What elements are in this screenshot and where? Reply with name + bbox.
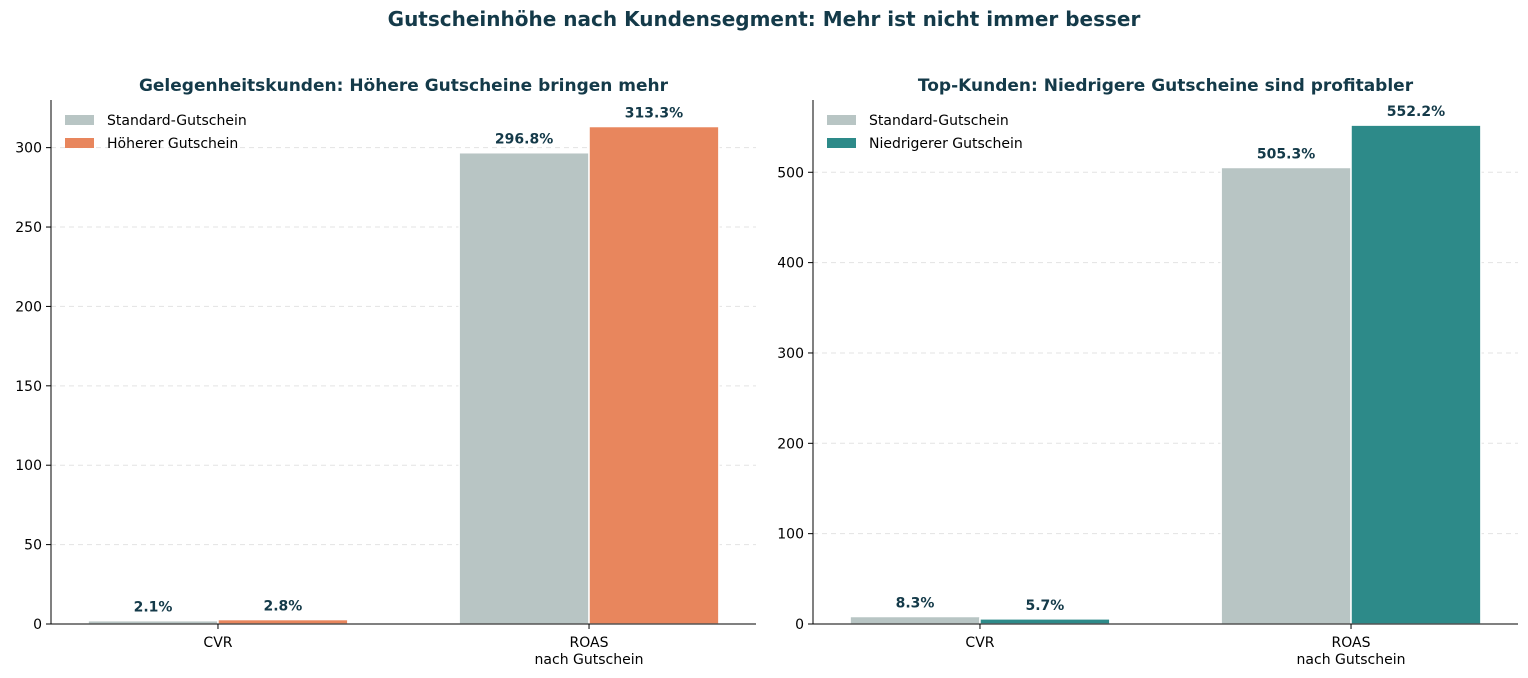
y-tick-label: 500: [777, 165, 804, 181]
chart-panel-2: Top-Kunden: Niedrigere Gutscheine sind p…: [777, 76, 1518, 668]
legend-label: Niedrigerer Gutschein: [869, 136, 1023, 152]
data-label: 313.3%: [625, 106, 683, 122]
bar-höherer-gutschein-2: [588, 125, 720, 625]
data-label: 8.3%: [896, 596, 935, 612]
data-label: 2.8%: [263, 599, 302, 615]
data-label: 505.3%: [1257, 146, 1315, 162]
legend-label: Höherer Gutschein: [107, 136, 238, 152]
legend: Standard-Gutschein Höherer Gutschein: [65, 113, 247, 152]
figure-title: Gutscheinhöhe nach Kundensegment: Mehr i…: [387, 7, 1141, 31]
bar-höherer-gutschein-1: [217, 618, 349, 625]
y-tick-label: 100: [777, 527, 804, 543]
y-tick-label: 300: [777, 346, 804, 362]
y-tick-label: 50: [24, 538, 42, 554]
legend-label: Standard-Gutschein: [869, 113, 1009, 129]
bar-standard-gutschein-2: [458, 151, 590, 625]
y-tick-label: 200: [15, 299, 42, 315]
legend-swatch: [65, 115, 94, 125]
data-label: 2.1%: [134, 600, 173, 616]
y-tick-label: 0: [33, 617, 42, 633]
chart-panel-1: Gelegenheitskunden: Höhere Gutscheine br…: [15, 76, 756, 668]
x-tick-label: CVR: [965, 635, 994, 651]
legend-swatch: [827, 115, 856, 125]
legend: Standard-Gutschein Niedrigerer Gutschein: [827, 113, 1023, 152]
panel-title: Top-Kunden: Niedrigere Gutscheine sind p…: [918, 76, 1414, 96]
data-label: 5.7%: [1025, 598, 1064, 614]
legend-swatch: [827, 138, 856, 148]
bar-standard-gutschein-1: [87, 619, 219, 625]
data-label: 552.2%: [1387, 104, 1445, 120]
y-tick-label: 100: [15, 458, 42, 474]
bar-standard-gutschein-2: [1220, 166, 1352, 625]
x-tick-label: ROAS nach Gutschein: [1297, 635, 1406, 668]
bar-niedrigerer-gutschein-2: [1350, 124, 1482, 625]
y-tick-label: 300: [15, 141, 42, 157]
y-tick-label: 250: [15, 220, 42, 236]
legend-swatch: [65, 138, 94, 148]
panel-title: Gelegenheitskunden: Höhere Gutscheine br…: [139, 76, 669, 96]
data-label: 296.8%: [495, 132, 553, 148]
y-tick-label: 400: [777, 256, 804, 272]
y-tick-label: 150: [15, 379, 42, 395]
y-tick-label: 200: [777, 436, 804, 452]
y-tick-label: 0: [795, 617, 804, 633]
bar-standard-gutschein-1: [849, 615, 981, 625]
x-tick-label: CVR: [203, 635, 232, 651]
legend-label: Standard-Gutschein: [107, 113, 247, 129]
bar-niedrigerer-gutschein-1: [979, 618, 1111, 625]
x-tick-label: ROAS nach Gutschein: [535, 635, 644, 668]
